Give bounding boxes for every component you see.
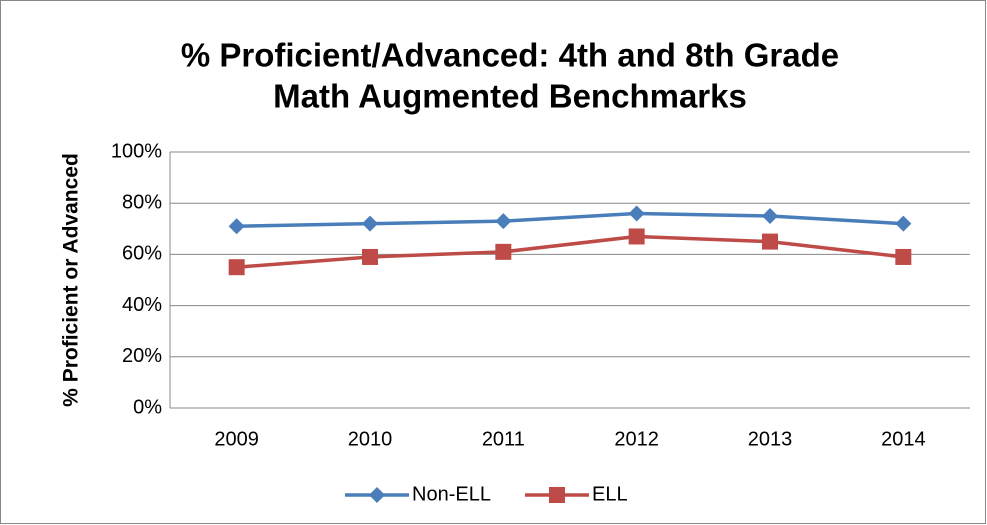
x-tick-label: 2009 [214, 428, 259, 450]
y-axis-label: % Proficient or Advanced [60, 153, 83, 407]
point [895, 215, 912, 232]
point [228, 218, 245, 235]
chart-title: Math Augmented Benchmarks [273, 78, 747, 115]
point [762, 208, 778, 224]
series-line [236, 234, 904, 269]
y-tick-label: 40% [122, 294, 162, 316]
point [362, 215, 378, 232]
y-tick-label: 80% [122, 191, 162, 213]
point [762, 233, 778, 250]
point [495, 243, 512, 260]
point [228, 259, 245, 276]
legend-label: ELL [592, 483, 628, 505]
x-tick-label: 2012 [614, 428, 659, 450]
legend-marker [369, 487, 385, 503]
legend-label: Non-ELL [412, 483, 491, 505]
point [495, 213, 512, 230]
x-tick-label: 2010 [348, 428, 393, 450]
y-tick-label: 60% [122, 243, 162, 265]
point [895, 248, 912, 265]
legend-marker [549, 487, 565, 503]
y-tick-label: 0% [133, 396, 162, 418]
x-tick-label: 2014 [881, 428, 926, 450]
x-tick-label: 2013 [748, 428, 793, 450]
point [362, 248, 378, 265]
y-tick-label: 100% [111, 140, 162, 162]
chart-title: % Proficient/Advanced: 4th and 8th Grade [181, 37, 839, 74]
point [628, 205, 645, 222]
series-line [236, 211, 904, 228]
point [628, 228, 645, 245]
x-tick-label: 2011 [482, 428, 525, 450]
y-tick-label: 20% [122, 345, 162, 367]
